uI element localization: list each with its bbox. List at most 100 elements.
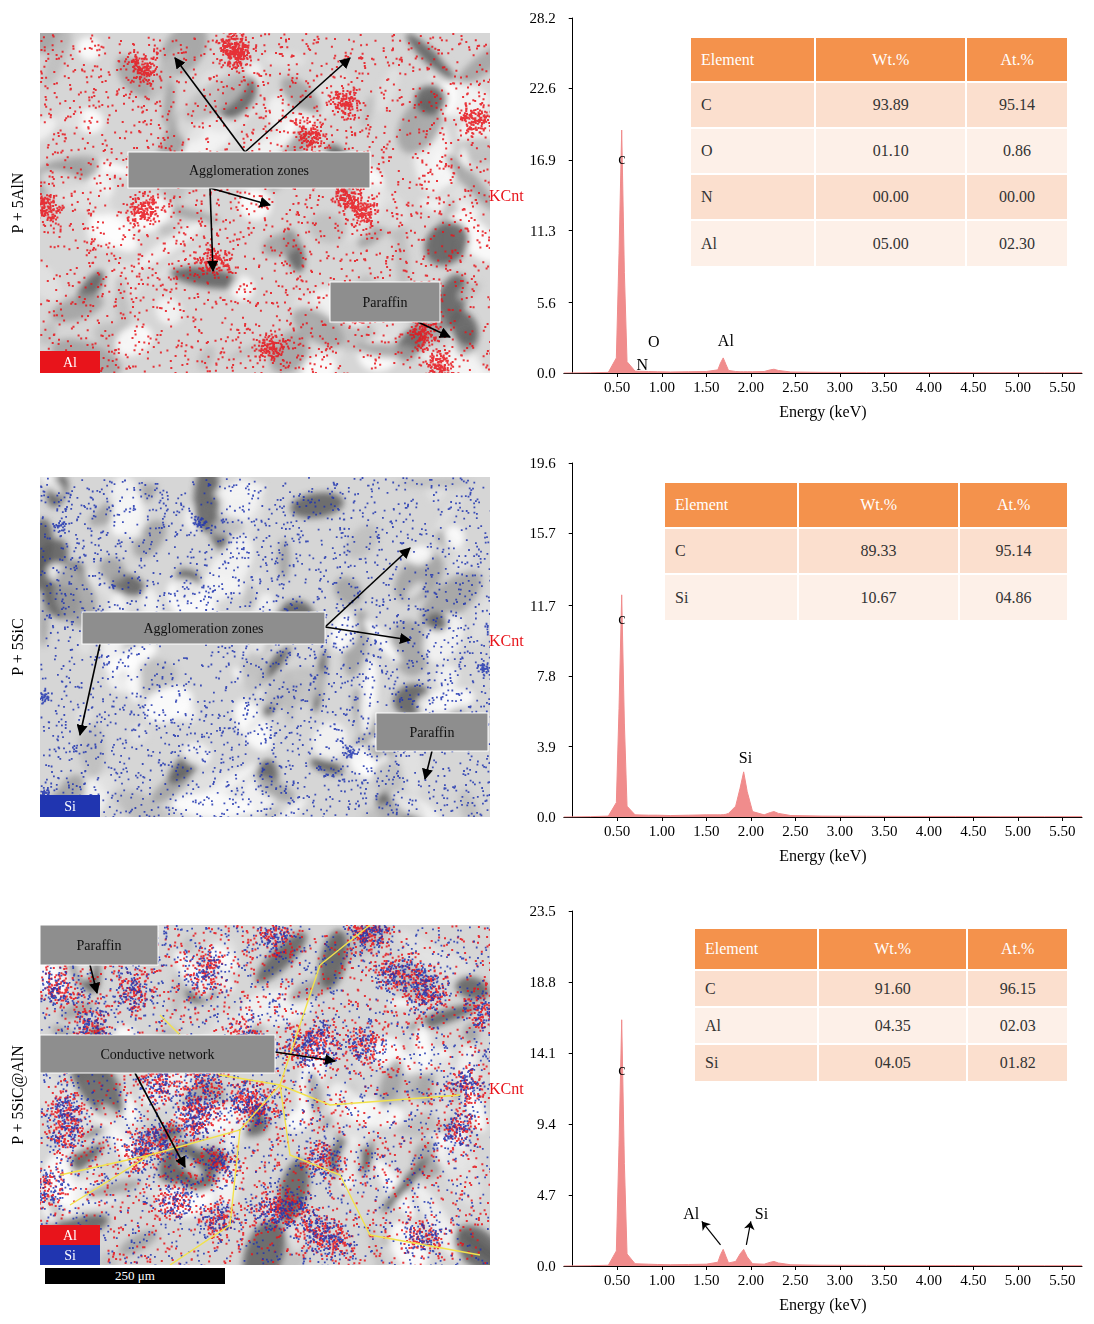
- html-text:01.10: 01.10: [872, 142, 909, 159]
- svg-text:Si: Si: [755, 1205, 769, 1222]
- svg-text:5.00: 5.00: [1005, 1272, 1031, 1288]
- svg-text:Paraffin: Paraffin: [77, 938, 122, 953]
- html-text:96.15: 96.15: [999, 979, 1036, 997]
- svg-text:7.8: 7.8: [537, 668, 556, 684]
- svg-text:Si: Si: [739, 749, 753, 766]
- svg-text:Paraffin: Paraffin: [363, 295, 408, 310]
- html-text:0.86: 0.86: [1003, 142, 1032, 159]
- svg-text:2.00: 2.00: [738, 1272, 764, 1288]
- html-text:P + 5AlN: P + 5AlN: [9, 172, 26, 234]
- svg-text:Si: Si: [64, 1248, 76, 1263]
- svg-text:2.00: 2.00: [738, 379, 764, 395]
- html-text:89.33: 89.33: [860, 542, 897, 559]
- svg-text:0.50: 0.50: [604, 379, 630, 395]
- svg-text:Al: Al: [63, 1228, 77, 1243]
- svg-text:2.00: 2.00: [738, 823, 764, 839]
- svg-text:c: c: [618, 610, 625, 627]
- html-text:91.60: 91.60: [874, 979, 911, 997]
- svg-text:1.50: 1.50: [693, 1272, 719, 1288]
- svg-text:5.50: 5.50: [1049, 379, 1075, 395]
- svg-text:2.50: 2.50: [782, 1272, 808, 1288]
- html-text:05.00: 05.00: [872, 234, 909, 252]
- svg-text:0.50: 0.50: [604, 823, 630, 839]
- svg-text:5.50: 5.50: [1049, 823, 1075, 839]
- svg-text:Paraffin: Paraffin: [410, 725, 455, 740]
- svg-text:c: c: [618, 1061, 625, 1078]
- svg-text:Conductive network: Conductive network: [101, 1047, 215, 1062]
- svg-text:3.00: 3.00: [827, 379, 853, 395]
- svg-text:4.50: 4.50: [960, 379, 986, 395]
- svg-text:Energy (keV): Energy (keV): [779, 403, 866, 421]
- svg-text:KCnt: KCnt: [489, 1080, 524, 1097]
- svg-text:4.50: 4.50: [960, 823, 986, 839]
- svg-text:19.6: 19.6: [530, 455, 557, 471]
- html-text:At.%: At.%: [1000, 50, 1034, 68]
- svg-text:3.50: 3.50: [871, 1272, 897, 1288]
- svg-text:4.50: 4.50: [960, 1272, 986, 1288]
- svg-text:1.00: 1.00: [649, 1272, 675, 1288]
- svg-text:N: N: [636, 356, 648, 373]
- svg-text:5.6: 5.6: [537, 295, 556, 311]
- svg-text:3.9: 3.9: [537, 739, 556, 755]
- html-text:P + 5SiC: P + 5SiC: [9, 618, 26, 676]
- svg-text:5.50: 5.50: [1049, 1272, 1075, 1288]
- svg-text:9.4: 9.4: [537, 1116, 556, 1132]
- svg-text:28.2: 28.2: [530, 10, 556, 26]
- html-text:00.00: 00.00: [999, 188, 1036, 205]
- svg-text:0.0: 0.0: [537, 365, 556, 381]
- svg-text:Agglomeration zones: Agglomeration zones: [143, 621, 263, 636]
- html-text:04.86: 04.86: [995, 588, 1032, 606]
- svg-text:1.50: 1.50: [693, 379, 719, 395]
- svg-text:4.00: 4.00: [916, 379, 942, 395]
- svg-text:Al: Al: [683, 1205, 700, 1222]
- svg-text:0.0: 0.0: [537, 1258, 556, 1274]
- svg-text:18.8: 18.8: [530, 974, 556, 990]
- svg-text:1.00: 1.00: [649, 379, 675, 395]
- html-text:02.03: 02.03: [999, 1016, 1036, 1034]
- svg-text:2.50: 2.50: [782, 379, 808, 395]
- svg-text:O: O: [648, 333, 660, 350]
- html-text:02.30: 02.30: [999, 234, 1036, 252]
- svg-text:0.50: 0.50: [604, 1272, 630, 1288]
- html-text:Element: Element: [701, 50, 755, 68]
- svg-text:1.50: 1.50: [693, 823, 719, 839]
- html-text:Wt.%: Wt.%: [860, 496, 897, 513]
- svg-text:15.7: 15.7: [530, 525, 557, 541]
- html-text:At.%: At.%: [996, 496, 1031, 513]
- svg-text:3.50: 3.50: [871, 823, 897, 839]
- svg-text:22.6: 22.6: [530, 80, 557, 96]
- svg-text:KCnt: KCnt: [489, 632, 524, 649]
- html-text:Wt.%: Wt.%: [872, 50, 910, 68]
- svg-text:11.7: 11.7: [530, 598, 556, 614]
- svg-text:Agglomeration zones: Agglomeration zones: [189, 163, 309, 178]
- html-text:04.35: 04.35: [874, 1016, 911, 1034]
- svg-text:3.00: 3.00: [827, 1272, 853, 1288]
- svg-text:KCnt: KCnt: [489, 187, 524, 204]
- svg-text:4.00: 4.00: [916, 823, 942, 839]
- svg-text:2.50: 2.50: [782, 823, 808, 839]
- svg-text:5.00: 5.00: [1005, 379, 1031, 395]
- html-text:P + 5SiC@AlN: P + 5SiC@AlN: [9, 1045, 26, 1145]
- svg-text:3.00: 3.00: [827, 823, 853, 839]
- svg-text:14.1: 14.1: [530, 1045, 556, 1061]
- svg-text:3.50: 3.50: [871, 379, 897, 395]
- svg-text:0.0: 0.0: [537, 809, 556, 825]
- svg-text:23.5: 23.5: [530, 903, 556, 919]
- svg-text:4.7: 4.7: [537, 1187, 556, 1203]
- svg-text:Al: Al: [718, 332, 735, 349]
- html-text:93.89: 93.89: [872, 96, 909, 113]
- svg-text:Al: Al: [63, 355, 77, 370]
- svg-text:1.00: 1.00: [649, 823, 675, 839]
- svg-text:Energy (keV): Energy (keV): [779, 1296, 866, 1314]
- svg-text:11.3: 11.3: [530, 223, 556, 239]
- svg-text:16.9: 16.9: [530, 152, 556, 168]
- html-text:00.00: 00.00: [872, 188, 909, 205]
- html-text:Element: Element: [675, 496, 729, 513]
- html-text:10.67: 10.67: [860, 588, 897, 606]
- svg-text:4.00: 4.00: [916, 1272, 942, 1288]
- html-text:95.14: 95.14: [999, 96, 1036, 113]
- svg-text:c: c: [618, 150, 625, 167]
- svg-text:5.00: 5.00: [1005, 823, 1031, 839]
- svg-text:Si: Si: [64, 799, 76, 814]
- svg-text:Energy (keV): Energy (keV): [779, 847, 866, 865]
